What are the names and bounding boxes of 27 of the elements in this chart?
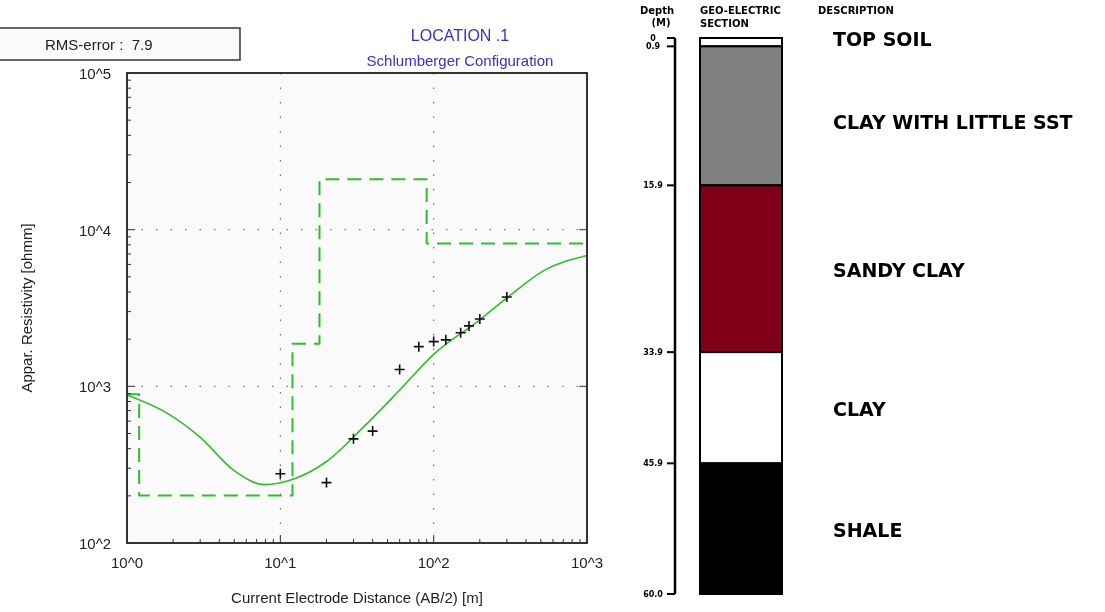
y-axis-title: Depth (M) bbox=[639, 5, 675, 28]
y-axis-title: Appar. Resistivity [ohmm] bbox=[18, 223, 35, 393]
y-tick-label: 0 bbox=[650, 34, 657, 43]
text: SANDY CLAY bbox=[833, 258, 965, 281]
x-tick-label: 10^3 bbox=[570, 554, 604, 571]
chart-title: LOCATION .1 bbox=[410, 27, 510, 44]
text: RMS-error : 7.9 bbox=[45, 36, 153, 53]
x-tick-label: 10^2 bbox=[417, 554, 450, 571]
y-tick-label: 0.9 bbox=[645, 42, 661, 52]
x-tick-label: 10^0 bbox=[110, 554, 144, 571]
x-axis-title: Current Electrode Distance (AB/2) [m] bbox=[231, 589, 483, 606]
y-tick-label: 60.0 bbox=[643, 590, 664, 599]
y-tick-label: 45.9 bbox=[643, 459, 664, 469]
text: CLAY WITH LITTLE SST bbox=[833, 110, 1073, 133]
y-tick-label: 10^5 bbox=[78, 65, 112, 82]
y-tick-label: 10^2 bbox=[78, 535, 112, 552]
chart-subtitle: Schlumberger Configuration bbox=[366, 52, 554, 69]
y-tick-label: 33.9 bbox=[643, 348, 664, 358]
legend-title: DESCRIPTION bbox=[818, 5, 894, 16]
x-axis-title: GEO-ELECTRIC SECTION bbox=[700, 5, 781, 29]
text: SHALE bbox=[833, 518, 903, 541]
y-tick-label: 10^3 bbox=[78, 378, 112, 396]
text: TOP SOIL bbox=[833, 28, 932, 51]
x-tick-label: 10^1 bbox=[264, 554, 297, 571]
y-tick-label: 15.9 bbox=[643, 181, 664, 191]
y-tick-label: 10^4 bbox=[78, 221, 112, 239]
text: CLAY bbox=[833, 397, 886, 420]
